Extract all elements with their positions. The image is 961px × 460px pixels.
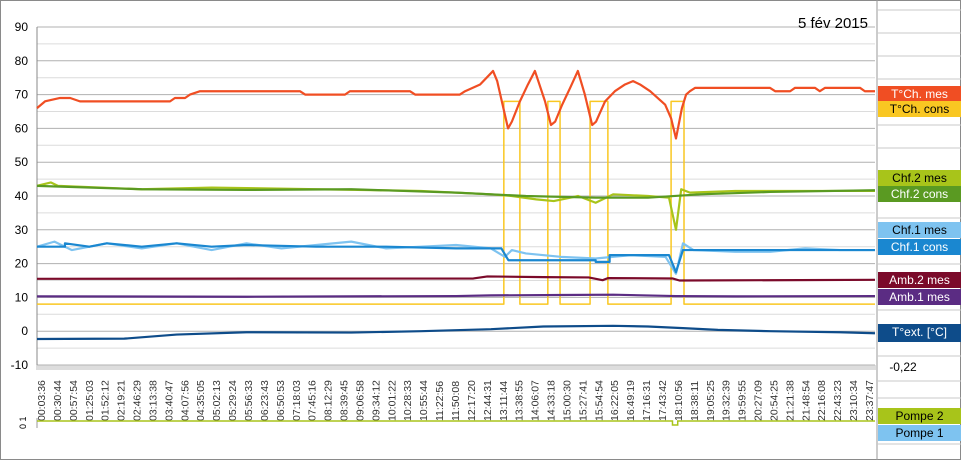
x-tick-label: 01:52:12 [100, 380, 112, 421]
legend-item: T°Ch. mes [878, 86, 961, 102]
x-tick-label: 07:18:03 [291, 380, 303, 421]
x-tick-label: 00:03:36 [36, 380, 48, 421]
x-tick-label: 15:54:54 [593, 380, 605, 421]
chart-title: 5 fév 2015 [798, 15, 868, 32]
x-tick-label: 16:49:19 [625, 380, 637, 421]
y-axis: 90 80 70 60 50 40 30 20 10 0 -10 [11, 20, 29, 372]
legend-item: Amb.1 mes [878, 289, 961, 305]
x-tick-label: 23:37:47 [864, 380, 876, 421]
x-tick-label: 00:30:44 [52, 380, 64, 421]
grid [36, 0, 961, 460]
x-tick-label: 19:05:25 [705, 380, 717, 421]
x-tick-label: 12:17:20 [466, 380, 478, 421]
x-tick-label: 11:50:08 [450, 381, 462, 421]
x-tick-label: 17:43:42 [657, 380, 669, 421]
x-tick-label: 06:23:43 [259, 380, 271, 421]
x-tick-label: 16:22:05 [609, 380, 621, 421]
series-line-5 [37, 242, 875, 274]
series-line-1 [36, 293, 876, 298]
x-tick-label: 10:01:22 [386, 380, 398, 421]
x-tick-label: 18:10:56 [673, 380, 685, 421]
y-tick-label: 80 [15, 54, 29, 68]
y-tick-label: -10 [11, 358, 29, 372]
pump-y-labels: 0 1 [18, 416, 28, 429]
legend-item: Chf.2 mes [878, 170, 961, 186]
legend-item: Chf.1 cons [878, 239, 961, 255]
pump-line-0 [37, 420, 875, 426]
x-tick-label: 02:46:29 [132, 380, 144, 421]
legend-item: Chf.2 cons [878, 186, 961, 202]
series-line-2 [36, 275, 876, 282]
x-tick-label: 09:06:58 [354, 380, 366, 421]
x-tick-label: 23:10:34 [848, 380, 860, 421]
x-tick-label: 19:59:55 [737, 380, 749, 421]
series-line-7 [36, 184, 876, 199]
pump-legend-item: Pompe 2 [878, 408, 961, 424]
y-tick-label: 90 [15, 20, 29, 34]
x-tick-label: 19:32:39 [721, 380, 733, 421]
x-tick-label: 22:43:23 [832, 380, 844, 421]
current-value: -0,22 [889, 360, 917, 374]
x-tick-label: 07:45:16 [307, 380, 319, 421]
legend-item: T°ext. [°C] [878, 324, 961, 342]
y-tick-label: 20 [15, 257, 29, 271]
y-tick-label: 60 [15, 121, 29, 135]
x-axis: 00:03:36 00:30:44 00:57:54 01:25:03 01:52:12… [36, 365, 876, 421]
x-tick-label: 03:40:47 [163, 380, 175, 421]
legend-item: Amb.2 mes [878, 272, 961, 288]
legend-item: Chf.1 mes [878, 222, 961, 238]
x-tick-label: 04:07:56 [179, 380, 191, 421]
x-tick-label: 00:57:54 [68, 380, 80, 421]
x-tick-label: 05:29:24 [227, 380, 239, 421]
pump-legend-item: Pompe 1 [878, 425, 961, 441]
x-tick-label: 01:25:03 [84, 380, 96, 421]
x-tick-label: 17:16:31 [641, 380, 653, 421]
series-lines [36, 69, 876, 341]
y-tick-label: 70 [15, 88, 29, 102]
x-tick-label: 18:38:11 [689, 381, 701, 421]
x-tick-label: 21:21:38 [784, 380, 796, 421]
x-tick-label: 14:33:18 [546, 380, 558, 421]
x-tick-label: 06:50:53 [275, 380, 287, 421]
y-tick-label: 30 [15, 223, 29, 237]
series-line-3 [36, 324, 876, 341]
x-tick-label: 20:27:09 [753, 380, 765, 421]
x-tick-label: 21:48:54 [800, 380, 812, 421]
x-tick-label: 11:22:56 [434, 381, 446, 421]
x-tick-label: 03:13:38 [147, 380, 159, 421]
x-tick-label: 10:28:33 [402, 380, 414, 421]
series-line-8 [36, 69, 875, 140]
y-tick-label: 50 [15, 155, 29, 169]
y-tick-label: 0 [21, 324, 28, 338]
x-tick-label: 02:19:21 [116, 380, 128, 421]
x-tick-label: 20:54:25 [768, 380, 780, 421]
x-tick-label: 08:12:29 [323, 380, 335, 421]
x-tick-label: 09:34:12 [370, 380, 382, 421]
x-tick-label: 04:35:05 [195, 380, 207, 421]
x-tick-label: 12:44:31 [482, 380, 494, 421]
x-tick-label: 05:56:33 [243, 380, 255, 421]
x-tick-label: 13:38:55 [514, 380, 526, 421]
x-tick-label: 05:02:13 [211, 380, 223, 421]
x-tick-label: 22:16:08 [816, 380, 828, 421]
x-tick-label: 08:39:45 [339, 380, 351, 421]
y-tick-label: 40 [15, 189, 29, 203]
x-tick-label: 15:27:41 [577, 380, 589, 421]
x-tick-label: 15:00:30 [561, 380, 573, 421]
pump-chart: 0 1 [18, 416, 875, 429]
x-tick-label: 10:55:44 [418, 380, 430, 421]
series-line-0 [37, 100, 875, 305]
x-tick-label: 14:06:07 [530, 380, 542, 421]
y-tick-label: 10 [15, 290, 29, 304]
legend-item: T°Ch. cons [878, 101, 961, 117]
x-tick-label: 13:11:44 [498, 381, 510, 421]
